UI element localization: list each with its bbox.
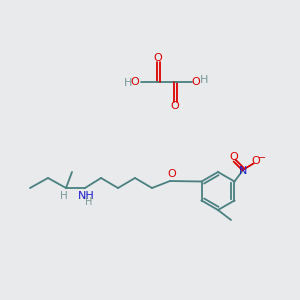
Text: N: N [239,166,247,176]
Text: H: H [200,75,208,85]
Text: O: O [130,77,140,87]
Text: O: O [171,101,179,111]
Text: O: O [251,155,260,166]
Text: H: H [85,197,93,207]
Text: O: O [229,152,238,163]
Text: H: H [124,78,132,88]
Text: H: H [60,191,68,201]
Text: O: O [168,169,176,179]
Text: −: − [258,152,266,163]
Text: O: O [154,53,162,63]
Text: O: O [192,77,200,87]
Text: NH: NH [78,191,94,201]
